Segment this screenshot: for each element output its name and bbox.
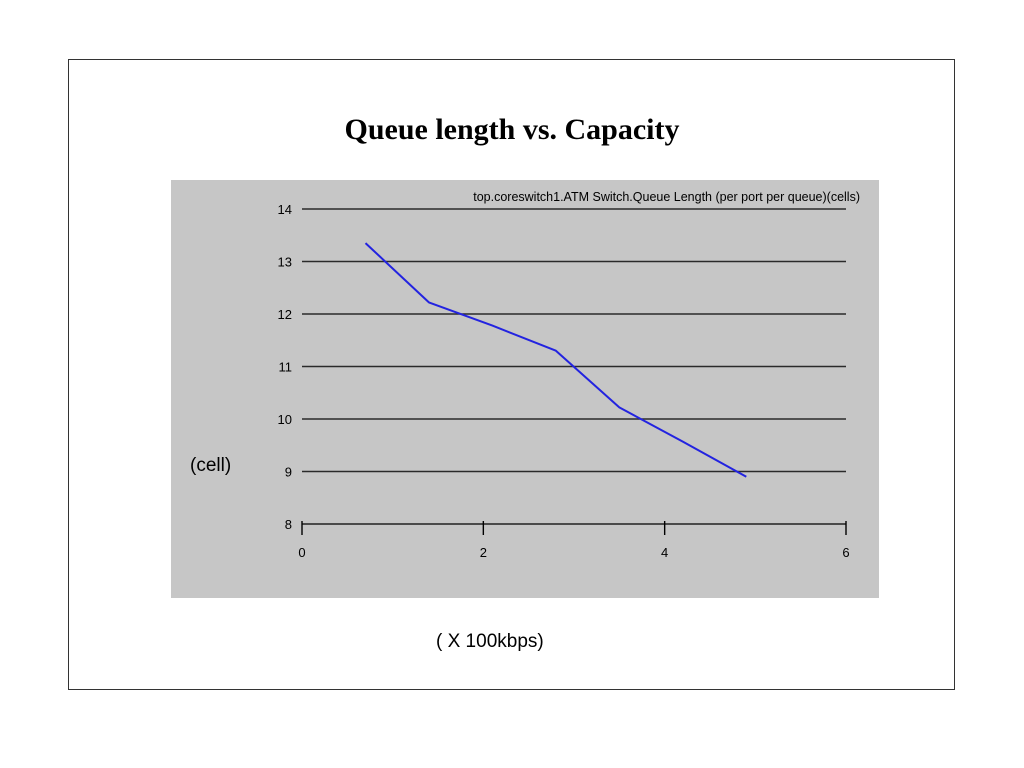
tick-labels: 8 9 10 11 12 13 14 0 2 4 6 bbox=[278, 202, 850, 560]
x-tick-label: 0 bbox=[298, 545, 305, 560]
y-tick-label: 10 bbox=[278, 412, 292, 427]
series-line-0 bbox=[364, 242, 747, 478]
queue-length-chart: top.coreswitch1.ATM Switch.Queue Length … bbox=[278, 190, 860, 560]
series-lines bbox=[364, 242, 747, 478]
x-tick-label: 4 bbox=[661, 545, 668, 560]
y-tick-label: 8 bbox=[285, 517, 292, 532]
y-tick-label: 9 bbox=[285, 465, 292, 480]
y-tick-label: 11 bbox=[279, 360, 293, 375]
y-axis-unit-label: (cell) bbox=[190, 455, 232, 476]
chart-panel: top.coreswitch1.ATM Switch.Queue Length … bbox=[171, 180, 879, 598]
y-tick-label: 12 bbox=[278, 307, 292, 322]
x-tick-label: 6 bbox=[842, 545, 849, 560]
x-axis-unit-label: ( X 100kbps) bbox=[436, 631, 544, 652]
y-tick-label: 14 bbox=[278, 202, 292, 217]
axes bbox=[301, 521, 847, 535]
chart-title: top.coreswitch1.ATM Switch.Queue Length … bbox=[473, 190, 860, 204]
grid-lines bbox=[302, 208, 846, 473]
x-tick-label: 2 bbox=[480, 545, 487, 560]
slide-title: Queue length vs. Capacity bbox=[344, 113, 680, 146]
y-tick-label: 13 bbox=[278, 255, 292, 270]
